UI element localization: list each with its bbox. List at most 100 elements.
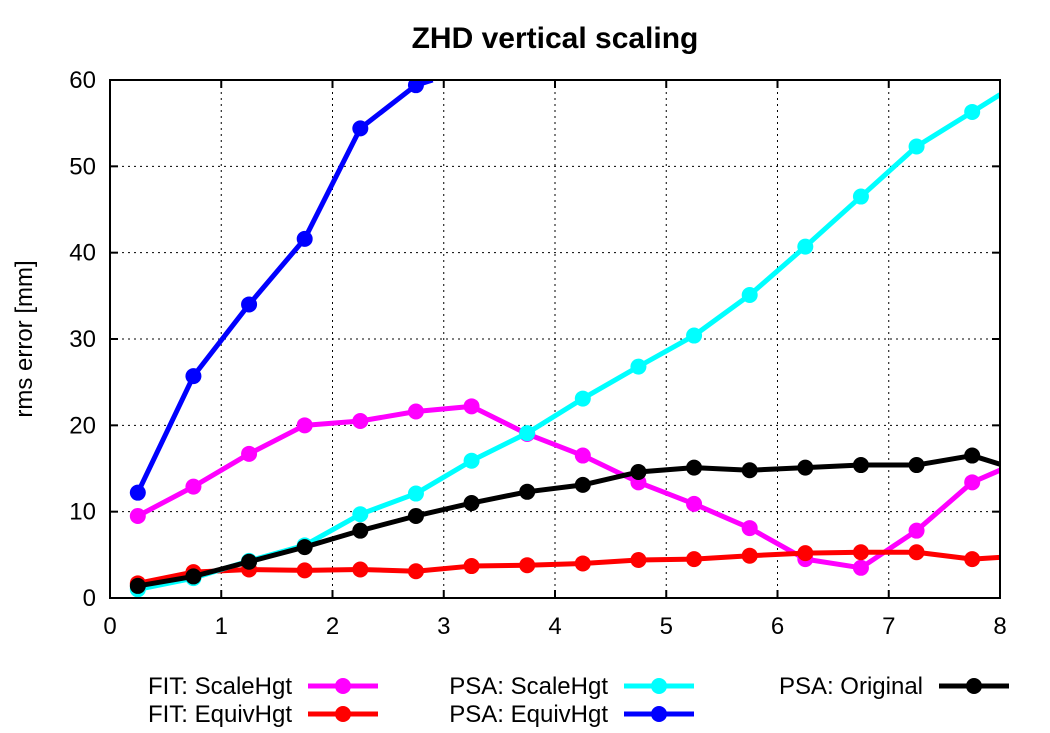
data-point	[463, 452, 480, 469]
y-tick-label: 50	[69, 153, 96, 180]
data-point	[630, 552, 647, 569]
x-tick-label: 6	[771, 613, 784, 640]
data-point	[630, 358, 647, 375]
legend-label: FIT: EquivHgt	[148, 701, 292, 728]
legend-item: PSA: ScaleHgt	[449, 673, 694, 700]
data-point	[241, 296, 258, 313]
series-4	[129, 447, 1000, 594]
data-point	[296, 417, 313, 434]
data-point	[519, 557, 536, 574]
series-line	[137, 92, 1000, 592]
data-point	[129, 577, 146, 594]
data-point	[129, 484, 146, 501]
data-point	[463, 558, 480, 575]
axis-ticks: 0 1 2 3 4 5 6 7 8 0 10 20 30 40 50 60	[69, 67, 1006, 640]
y-axis-label: rms error [mm]	[11, 260, 38, 417]
data-point	[574, 476, 591, 493]
x-tick-label: 4	[548, 613, 561, 640]
data-point	[296, 539, 313, 556]
data-point	[797, 545, 814, 562]
data-point	[574, 390, 591, 407]
y-tick-label: 10	[69, 499, 96, 526]
x-tick-label: 5	[660, 613, 673, 640]
data-point	[241, 553, 258, 570]
data-point	[908, 138, 925, 155]
chart-title: ZHD vertical scaling	[412, 22, 699, 55]
data-point	[908, 544, 925, 561]
data-point	[741, 520, 758, 537]
data-point	[352, 120, 369, 137]
data-point	[964, 474, 981, 491]
legend-item: FIT: EquivHgt	[148, 701, 378, 728]
data-point	[686, 459, 703, 476]
y-tick-label: 60	[69, 67, 96, 94]
data-point	[519, 483, 536, 500]
data-point	[630, 463, 647, 480]
legend-label: FIT: ScaleHgt	[148, 673, 292, 700]
data-point	[407, 507, 424, 524]
series-line	[135, 80, 434, 494]
series-1	[129, 544, 1000, 592]
data-point	[407, 80, 424, 94]
data-point	[241, 445, 258, 462]
data-point	[852, 544, 869, 561]
legend-item: PSA: EquivHgt	[449, 701, 694, 728]
data-point	[185, 368, 202, 385]
series-2	[129, 92, 1000, 598]
series-3	[129, 80, 434, 501]
legend-item: PSA: Original	[779, 673, 1009, 700]
data-point	[964, 103, 981, 120]
data-point	[574, 555, 591, 572]
plot-frame	[109, 79, 1001, 599]
legend-swatch-marker	[651, 678, 667, 694]
data-point	[852, 559, 869, 576]
data-point	[463, 495, 480, 512]
data-point	[352, 561, 369, 578]
series-lines	[129, 80, 1000, 598]
data-point	[741, 286, 758, 303]
y-tick-label: 0	[83, 585, 96, 612]
legend-item: FIT: ScaleHgt	[148, 673, 378, 700]
data-point	[129, 507, 146, 524]
data-point	[964, 551, 981, 568]
data-point	[686, 327, 703, 344]
data-point	[463, 398, 480, 415]
data-point	[296, 562, 313, 579]
data-point	[519, 425, 536, 442]
x-tick-label: 0	[103, 613, 116, 640]
data-point	[741, 462, 758, 479]
data-point	[352, 413, 369, 430]
data-point	[352, 522, 369, 539]
data-point	[964, 447, 981, 464]
grid	[110, 80, 1000, 598]
data-point	[352, 506, 369, 523]
legend-swatch-marker	[335, 678, 351, 694]
x-tick-label: 2	[326, 613, 339, 640]
x-tick-label: 7	[882, 613, 895, 640]
legend-label: PSA: EquivHgt	[449, 701, 608, 728]
y-tick-label: 20	[69, 412, 96, 439]
data-point	[686, 551, 703, 568]
data-point	[185, 478, 202, 495]
data-point	[741, 547, 758, 564]
data-point	[908, 522, 925, 539]
y-tick-label: 30	[69, 326, 96, 353]
x-tick-label: 1	[215, 613, 228, 640]
data-point	[185, 568, 202, 585]
legend-label: PSA: Original	[779, 673, 923, 700]
x-tick-label: 8	[993, 613, 1006, 640]
data-point	[852, 188, 869, 205]
x-tick-label: 3	[437, 613, 450, 640]
legend-swatch-marker	[335, 706, 351, 722]
data-point	[407, 403, 424, 420]
data-point	[407, 563, 424, 580]
data-point	[797, 238, 814, 255]
data-point	[852, 457, 869, 474]
legend-label: PSA: ScaleHgt	[449, 673, 608, 700]
data-point	[686, 495, 703, 512]
data-point	[908, 457, 925, 474]
legend-swatch-marker	[966, 678, 982, 694]
data-point	[574, 447, 591, 464]
